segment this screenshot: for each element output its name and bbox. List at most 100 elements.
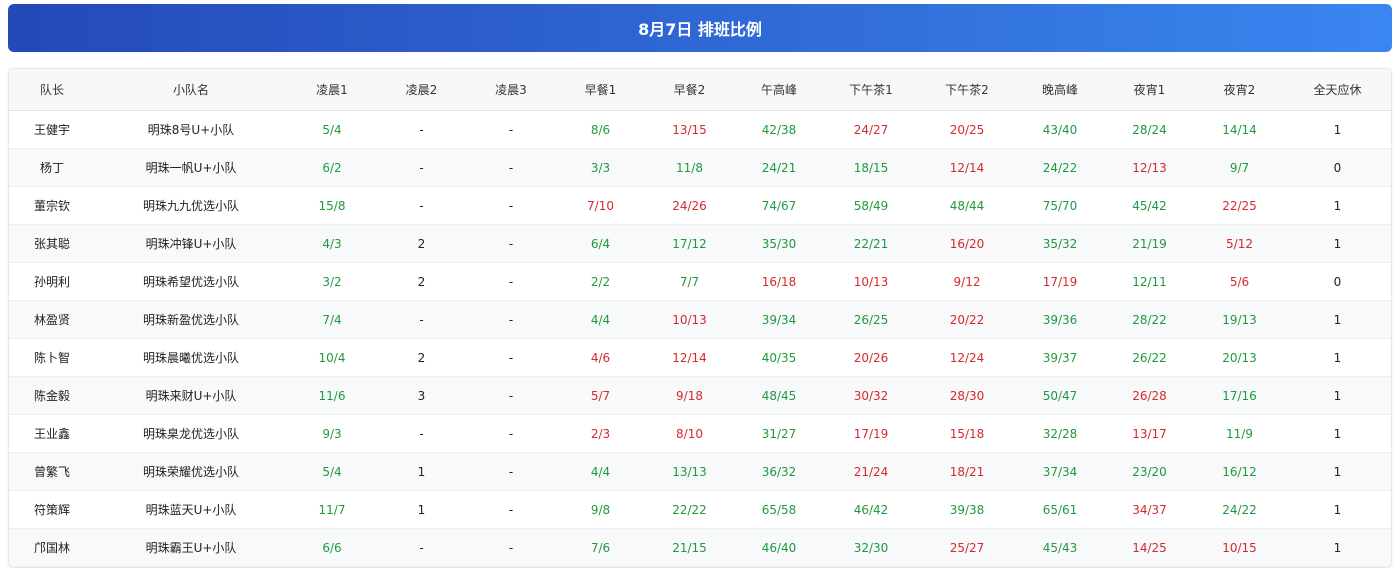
table-cell: 23/20 [1104, 452, 1195, 491]
table-cell: 孙明利 [9, 262, 95, 301]
title-bar: 8月7日 排班比例 [8, 4, 1392, 52]
table-cell: 74/67 [734, 186, 824, 225]
table-cell: 10/15 [1195, 528, 1284, 567]
table-cell: - [377, 528, 466, 567]
table-cell: 30/32 [824, 376, 918, 415]
table-cell: 12/24 [918, 338, 1016, 377]
table-cell: 24/21 [734, 148, 824, 187]
table-cell: 20/22 [918, 300, 1016, 339]
column-header: 凌晨3 [466, 69, 556, 111]
table-cell: 王业鑫 [9, 414, 95, 453]
table-cell: 6/2 [287, 148, 377, 187]
table-cell: 张其聪 [9, 224, 95, 263]
table-row: 董宗钦 明珠九九优选小队 15/8- -7/10 24/26 74/67 58/49 48/4… [9, 186, 1391, 225]
table-cell: 24/26 [645, 186, 734, 225]
table-cell: 37/34 [1016, 452, 1104, 491]
table-cell: 9/3 [287, 414, 377, 453]
table-cell: 5/4 [287, 110, 377, 149]
column-header: 早餐1 [556, 69, 645, 111]
table-cell: 17/12 [645, 224, 734, 263]
column-header: 午高峰 [734, 69, 824, 111]
column-header: 早餐2 [645, 69, 734, 111]
table-cell: 39/36 [1016, 300, 1104, 339]
table-cell: 26/25 [824, 300, 918, 339]
table-cell: 13/13 [645, 452, 734, 491]
table-cell: 20/26 [824, 338, 918, 377]
table-cell: 11/7 [287, 490, 377, 529]
table-cell: 65/58 [734, 490, 824, 529]
table-cell: 7/10 [556, 186, 645, 225]
table-cell: 31/27 [734, 414, 824, 453]
table-cell: 2 [377, 338, 466, 377]
table-cell: 1 [1284, 452, 1391, 491]
table-row: 林盈贤 明珠新盈优选小队 7/4- -4/4 10/13 39/34 26/25 20/22 3… [9, 300, 1391, 339]
table-cell: 21/24 [824, 452, 918, 491]
table-cell: 17/19 [824, 414, 918, 453]
table-cell: 16/20 [918, 224, 1016, 263]
table-cell: 2/3 [556, 414, 645, 453]
table-cell: 50/47 [1016, 376, 1104, 415]
table-cell: 24/27 [824, 110, 918, 149]
table-cell: 75/70 [1016, 186, 1104, 225]
table-cell: 13/17 [1104, 414, 1195, 453]
table-cell: 明珠一帆U+小队 [95, 148, 287, 187]
table-body: 王健宇 明珠8号U+小队 5/4- -8/6 13/15 42/38 24/27 20/25 4… [9, 110, 1391, 567]
table-cell: 明珠臬龙优选小队 [95, 414, 287, 453]
table-cell: 28/24 [1104, 110, 1195, 149]
table-row: 王业鑫 明珠臬龙优选小队 9/3- -2/3 8/10 31/27 17/19 15/18 32… [9, 414, 1391, 453]
table-cell: - [466, 376, 556, 415]
table-card: 队长 小队名 凌晨1 凌晨2 凌晨3 早餐1 早餐2 午高峰 下午茶1 下午茶2 晚高峰 夜宵1 夜宵2… [8, 68, 1392, 568]
table-cell: 符策辉 [9, 490, 95, 529]
table-cell: 8/10 [645, 414, 734, 453]
table-cell: 13/15 [645, 110, 734, 149]
table-cell: 11/6 [287, 376, 377, 415]
table-cell: 19/13 [1195, 300, 1284, 339]
table-cell: 5/6 [1195, 262, 1284, 301]
table-cell: - [377, 414, 466, 453]
table-cell: 林盈贤 [9, 300, 95, 339]
table-cell: 陈卜智 [9, 338, 95, 377]
table-cell: 4/4 [556, 452, 645, 491]
table-cell: 9/18 [645, 376, 734, 415]
table-cell: 邝国林 [9, 528, 95, 567]
table-cell: 5/4 [287, 452, 377, 491]
table-cell: 32/28 [1016, 414, 1104, 453]
table-cell: - [466, 300, 556, 339]
table-cell: 34/37 [1104, 490, 1195, 529]
table-cell: 明珠蓝天U+小队 [95, 490, 287, 529]
table-cell: 12/14 [645, 338, 734, 377]
table-cell: 王健宇 [9, 110, 95, 149]
table-cell: - [466, 490, 556, 529]
table-cell: 18/21 [918, 452, 1016, 491]
table-cell: 3 [377, 376, 466, 415]
table-cell: - [466, 414, 556, 453]
table-cell: 3/3 [556, 148, 645, 187]
column-header: 凌晨2 [377, 69, 466, 111]
table-cell: 1 [1284, 300, 1391, 339]
table-cell: - [377, 186, 466, 225]
table-row: 符策辉 明珠蓝天U+小队 11/7 1-9/8 22/22 65/58 46/42 39/38… [9, 490, 1391, 529]
table-cell: 32/30 [824, 528, 918, 567]
table-cell: 58/49 [824, 186, 918, 225]
table-cell: - [466, 186, 556, 225]
table-cell: 4/3 [287, 224, 377, 263]
table-cell: 3/2 [287, 262, 377, 301]
column-header: 队长 [9, 69, 95, 111]
column-header: 夜宵2 [1195, 69, 1284, 111]
column-header: 晚高峰 [1016, 69, 1104, 111]
table-cell: 35/32 [1016, 224, 1104, 263]
table-cell: 明珠冲锋U+小队 [95, 224, 287, 263]
table-cell: 24/22 [1016, 148, 1104, 187]
table-cell: 46/42 [824, 490, 918, 529]
table-cell: 24/22 [1195, 490, 1284, 529]
table-cell: 26/28 [1104, 376, 1195, 415]
table-cell: 21/19 [1104, 224, 1195, 263]
table-cell: - [377, 300, 466, 339]
table-cell: 1 [1284, 186, 1391, 225]
table-cell: 15/8 [287, 186, 377, 225]
table-cell: 14/25 [1104, 528, 1195, 567]
table-cell: 杨丁 [9, 148, 95, 187]
table-cell: 9/12 [918, 262, 1016, 301]
column-header: 全天应休 [1284, 69, 1391, 111]
table-cell: 16/12 [1195, 452, 1284, 491]
